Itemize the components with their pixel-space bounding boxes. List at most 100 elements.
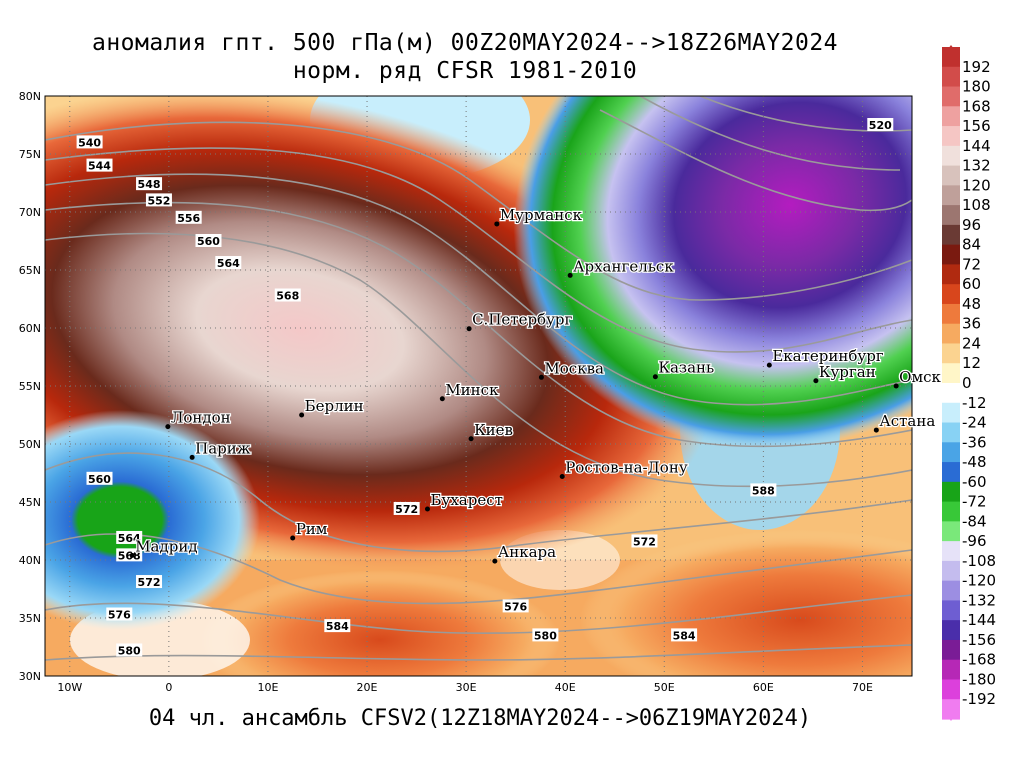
- colorbar-tick-label: 180: [962, 78, 991, 96]
- colorbar-swatch: [942, 580, 960, 602]
- map-subtitle: норм. ряд CFSR 1981-2010: [292, 58, 638, 84]
- svg-text:Москва: Москва: [544, 359, 604, 377]
- colorbar-tick-label: 168: [962, 97, 991, 115]
- contour-value-label: 568: [116, 548, 143, 562]
- lat-tick-label: 70N: [19, 206, 41, 219]
- svg-text:544: 544: [88, 160, 111, 173]
- svg-text:584: 584: [673, 629, 696, 642]
- colorbar-swatch: [942, 224, 960, 246]
- colorbar-tick-label: 12: [962, 354, 981, 372]
- svg-text:Омск: Омск: [899, 368, 941, 386]
- colorbar-tick-label: 192: [962, 58, 991, 76]
- colorbar-tick-label: -36: [962, 433, 987, 451]
- svg-text:Бухарест: Бухарест: [430, 491, 502, 509]
- svg-text:Курган: Курган: [819, 363, 876, 381]
- colorbar-tick-label: -168: [962, 651, 996, 669]
- colorbar-tick-label: 72: [962, 255, 981, 273]
- svg-text:548: 548: [138, 178, 161, 191]
- colorbar-tick-label: -144: [962, 611, 996, 629]
- colorbar-swatch: [942, 323, 960, 345]
- ensemble-footer: 04 чл. ансамбль CFSV2(12Z18MAY2024-->06Z…: [148, 706, 812, 731]
- colorbar-swatch: [942, 560, 960, 582]
- city-marker: Киев: [468, 420, 514, 442]
- colorbar-tick-label: -96: [962, 532, 987, 550]
- svg-text:560: 560: [88, 473, 111, 486]
- lat-tick-label: 30N: [19, 670, 41, 683]
- svg-text:Рим: Рим: [296, 520, 328, 538]
- svg-text:Киев: Киев: [474, 421, 513, 439]
- svg-text:564: 564: [217, 257, 240, 270]
- colorbar-tick-label: 120: [962, 176, 991, 194]
- svg-text:520: 520: [869, 119, 892, 132]
- contour-line: [45, 201, 912, 448]
- lat-tick-label: 35N: [19, 612, 41, 625]
- city-marker: Ростов-на-Дону: [559, 457, 689, 479]
- colorbar-tick-label: 36: [962, 315, 981, 333]
- city-marker: Астана: [873, 411, 937, 433]
- svg-text:556: 556: [177, 212, 200, 225]
- colorbar-swatch: [942, 481, 960, 503]
- contour-value-label: 572: [393, 501, 420, 516]
- contour-value-label: 588: [750, 483, 777, 497]
- contour-value-label: 544: [86, 158, 113, 173]
- svg-text:576: 576: [108, 609, 131, 622]
- city-marker: Лондон: [165, 407, 232, 430]
- lon-tick-label: 50E: [654, 681, 675, 694]
- lon-tick-label: 30E: [456, 681, 477, 694]
- colorbar-swatch: [942, 402, 960, 424]
- colorbar-swatch: [942, 205, 960, 226]
- contour-line: [45, 452, 912, 553]
- svg-text:560: 560: [197, 235, 220, 248]
- city-marker: Анкара: [492, 542, 557, 564]
- contour-value-label: 572: [631, 534, 658, 548]
- colorbar-swatch: [942, 639, 960, 661]
- lat-tick-label: 75N: [19, 148, 41, 161]
- colorbar-swatch: [942, 659, 960, 681]
- colorbar-tick-label: 144: [962, 137, 991, 155]
- lat-tick-label: 65N: [19, 264, 41, 277]
- lon-tick-label: 10W: [57, 681, 82, 694]
- colorbar-swatch: [942, 165, 960, 186]
- lon-tick-label: 40E: [555, 681, 576, 694]
- lat-lon-grid: [45, 96, 912, 676]
- colorbar-swatch: [942, 620, 960, 641]
- svg-text:Мадрид: Мадрид: [135, 537, 197, 555]
- colorbar-swatch: [942, 521, 960, 542]
- colorbar-tick-label: -60: [962, 473, 987, 491]
- colorbar-swatch: [942, 422, 960, 443]
- colorbar-swatch: [942, 462, 960, 483]
- svg-text:584: 584: [326, 620, 349, 633]
- svg-text:Мурманск: Мурманск: [500, 206, 583, 224]
- colorbar-tick-label: 24: [962, 334, 981, 352]
- longitude-labels: 10W 0 10E 20E 30E 40E 50E 60E 70E: [57, 681, 873, 694]
- map-title: аномалия гпт. 500 гПа(м) 00Z20MAY2024-->…: [91, 30, 839, 56]
- city-marker: Бухарест: [424, 490, 504, 512]
- city-marker: Архангельск: [567, 256, 676, 278]
- lat-tick-label: 40N: [19, 554, 41, 567]
- contour-value-label: 540: [76, 135, 103, 149]
- svg-text:Астана: Астана: [879, 412, 935, 430]
- svg-text:Берлин: Берлин: [305, 397, 364, 415]
- contour-value-label: 572: [136, 575, 163, 589]
- svg-text:С.Петербург: С.Петербург: [472, 311, 572, 329]
- svg-text:Ростов-на-Дону: Ростов-на-Дону: [565, 458, 688, 476]
- contour-value-label: 564: [116, 530, 143, 545]
- colorbar-swatch: [942, 106, 960, 127]
- contour-value-label: 556: [175, 210, 202, 225]
- colorbar-tick-label: 0: [962, 374, 972, 392]
- colorbar-swatch: [942, 303, 960, 325]
- svg-text:568: 568: [118, 549, 141, 562]
- city-marker: Минск: [439, 380, 500, 402]
- svg-text:552: 552: [147, 194, 170, 207]
- contour-line: [45, 533, 912, 605]
- colorbar-tick-label: 96: [962, 216, 981, 234]
- city-marker: Мадрид: [129, 536, 199, 558]
- contour-value-label: 576: [106, 607, 133, 622]
- colorbar-swatch: [942, 244, 960, 266]
- contour-value-label: 548: [136, 177, 163, 191]
- colorbar-tick-label: 156: [962, 117, 991, 135]
- city-marker: С.Петербург: [466, 309, 574, 332]
- city-marker: Мурманск: [494, 205, 584, 227]
- svg-text:576: 576: [504, 600, 527, 613]
- svg-text:Париж: Париж: [195, 439, 251, 457]
